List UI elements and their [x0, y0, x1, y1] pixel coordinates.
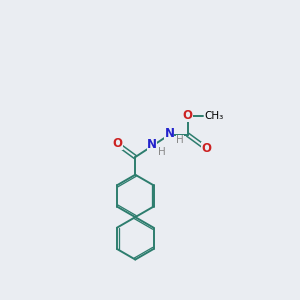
Text: O: O — [112, 137, 123, 150]
Text: CH₃: CH₃ — [205, 110, 224, 121]
Text: N: N — [147, 138, 158, 151]
Text: O: O — [183, 109, 193, 122]
Text: N: N — [164, 127, 174, 140]
Text: H: H — [176, 135, 184, 145]
Text: O: O — [201, 142, 211, 155]
Text: H: H — [158, 147, 166, 157]
